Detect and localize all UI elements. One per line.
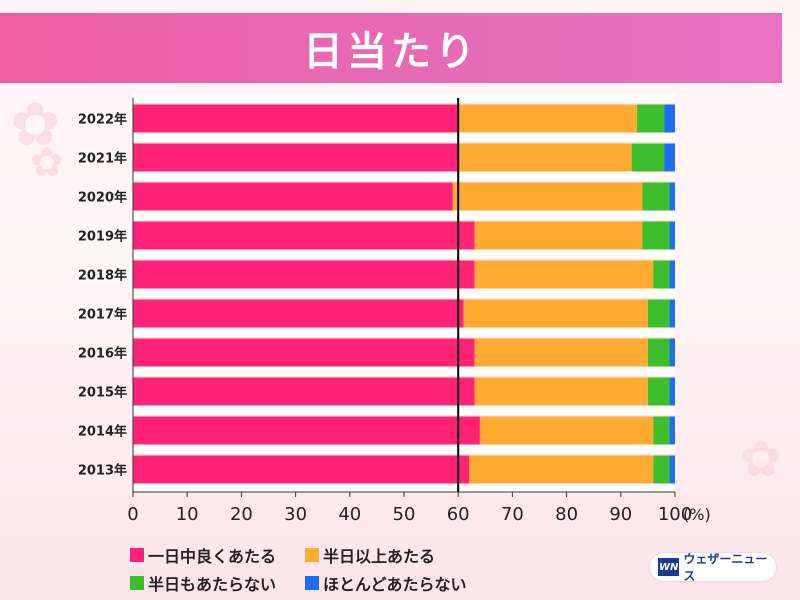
bar-segment-4 [664, 104, 675, 133]
bar-segment-2 [458, 143, 632, 172]
bar-segment-4 [669, 338, 675, 367]
bar-segment-1 [133, 377, 475, 406]
bar-segment-3 [653, 416, 670, 445]
y-tick-label: 2017年 [78, 307, 127, 323]
x-tick-label: 40 [338, 504, 361, 525]
legend-label: ほとんどあたらない [323, 575, 467, 594]
x-tick-label: 90 [609, 504, 632, 525]
x-tick-label: 20 [230, 504, 253, 525]
legend-label: 一日中良くあたる [148, 547, 277, 566]
bar-segment-2 [452, 182, 643, 211]
y-tick-label: 2015年 [78, 385, 127, 401]
weathernews-logo: WN ウェザーニュース [650, 552, 776, 583]
sakura-petal-icon: ✿ [10, 90, 61, 160]
row-separator [133, 444, 675, 454]
x-tick-label: 30 [284, 504, 307, 525]
legend-swatch [130, 576, 144, 590]
row-separator [133, 405, 675, 415]
bar-segment-3 [653, 260, 670, 289]
x-tick-label: 80 [555, 504, 578, 525]
bar-segment-4 [669, 416, 675, 445]
row-separator [133, 93, 675, 103]
bar-segment-2 [474, 377, 648, 406]
bar-segment-3 [647, 338, 670, 367]
legend-swatch [305, 548, 319, 562]
bar-segment-1 [133, 104, 459, 133]
legend-swatch [305, 576, 319, 590]
bar-segment-2 [479, 416, 654, 445]
bar-segment-3 [653, 455, 670, 484]
bar-segment-2 [458, 104, 638, 133]
x-tick-label: 10 [176, 504, 199, 525]
y-tick-label: 2014年 [78, 424, 127, 440]
bar-segment-1 [133, 455, 470, 484]
bar-segment-2 [474, 338, 648, 367]
bar-segment-1 [133, 338, 475, 367]
bar-segment-4 [669, 221, 675, 250]
row-separator [133, 171, 675, 181]
logo-text: ウェザーニュース [683, 552, 768, 583]
bar-segment-3 [637, 104, 665, 133]
x-unit-label: (%) [683, 505, 711, 524]
bar-segment-3 [647, 299, 670, 328]
bar-segment-3 [631, 143, 665, 172]
bar-segment-2 [474, 221, 643, 250]
row-separator [133, 288, 675, 298]
row-separator [133, 132, 675, 142]
x-tick-label: 0 [127, 504, 138, 525]
bar-segment-4 [669, 377, 675, 406]
bar-segment-1 [133, 143, 459, 172]
bar-segment-1 [133, 416, 480, 445]
logo-mark: WN [658, 558, 680, 576]
row-separator [133, 210, 675, 220]
legend-label: 半日もあたらない [148, 575, 277, 594]
legend-item: 半日もあたらない [130, 571, 305, 595]
row-separator [133, 327, 675, 337]
bar-segment-4 [669, 455, 675, 484]
bar-segment-3 [642, 182, 670, 211]
bar-segment-4 [669, 299, 675, 328]
legend-item: ほとんどあたらない [305, 571, 505, 595]
sakura-petal-icon: ✿ [740, 430, 782, 488]
row-separator [133, 483, 675, 493]
x-tick-label: 100 [658, 504, 692, 525]
bar-segment-2 [463, 299, 648, 328]
bar-segment-1 [133, 299, 464, 328]
x-tick-label: 60 [447, 504, 470, 525]
title-banner: 日当たり [0, 13, 782, 83]
bar-segment-3 [647, 377, 670, 406]
y-tick-label: 2020年 [78, 190, 127, 206]
bar-segment-4 [669, 260, 675, 289]
y-tick-label: 2019年 [78, 229, 127, 245]
legend: 一日中良くあたる 半日以上あたる 半日もあたらない ほとんどあたらない [130, 543, 510, 595]
sakura-petal-icon: ✿ [30, 140, 64, 186]
row-separator [133, 249, 675, 259]
legend-item: 一日中良くあたる [130, 543, 305, 567]
bar-segment-4 [664, 143, 675, 172]
bar-segment-4 [669, 182, 675, 211]
y-tick-label: 2016年 [78, 346, 127, 362]
bar-segment-1 [133, 221, 475, 250]
bar-segment-1 [133, 182, 453, 211]
legend-item: 半日以上あたる [305, 543, 505, 567]
legend-label: 半日以上あたる [323, 547, 436, 566]
bar-segment-2 [474, 260, 654, 289]
y-tick-label: 2022年 [78, 112, 127, 128]
x-tick-label: 50 [393, 504, 416, 525]
bar-segment-3 [642, 221, 670, 250]
row-separator [133, 366, 675, 376]
bar-segment-2 [469, 455, 654, 484]
y-tick-label: 2013年 [78, 463, 127, 479]
y-tick-label: 2018年 [78, 268, 127, 284]
legend-swatch [130, 548, 144, 562]
bar-segment-1 [133, 260, 475, 289]
y-tick-label: 2021年 [78, 151, 127, 167]
x-tick-label: 70 [501, 504, 524, 525]
page-title: 日当たり [303, 29, 479, 75]
